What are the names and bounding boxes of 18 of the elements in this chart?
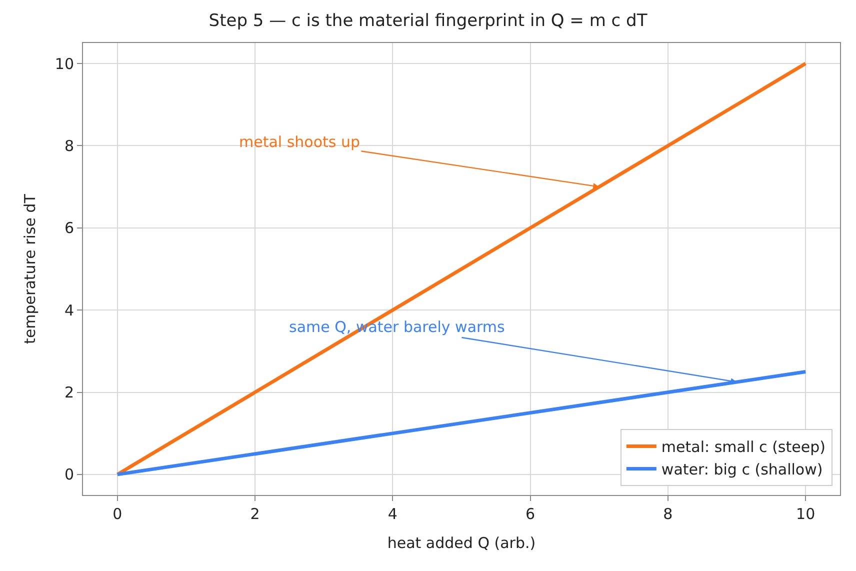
x-tick-label: 10 — [796, 505, 816, 523]
chart-title: Step 5 — c is the material fingerprint in Q = m c dT — [208, 11, 648, 32]
x-tick-label: 4 — [388, 505, 398, 523]
x-tick-label: 6 — [526, 505, 536, 523]
legend-label: water: big c (shallow) — [661, 460, 823, 479]
y-tick-label: 2 — [64, 384, 74, 402]
y-tick-label: 4 — [64, 301, 74, 320]
y-tick-label: 0 — [64, 466, 74, 484]
x-axis-title: heat added Q (arb.) — [387, 534, 536, 552]
annotation: metal shoots up — [239, 133, 360, 151]
legend-label: metal: small c (steep) — [661, 438, 826, 456]
y-tick-label: 10 — [54, 54, 74, 73]
x-tick-label: 2 — [250, 505, 260, 523]
x-tick-label: 0 — [112, 505, 122, 523]
y-tick-label: 8 — [64, 136, 74, 155]
y-axis-title: temperature rise dT — [21, 193, 40, 344]
y-tick-label: 6 — [64, 219, 74, 238]
x-tick-label: 8 — [663, 505, 673, 523]
